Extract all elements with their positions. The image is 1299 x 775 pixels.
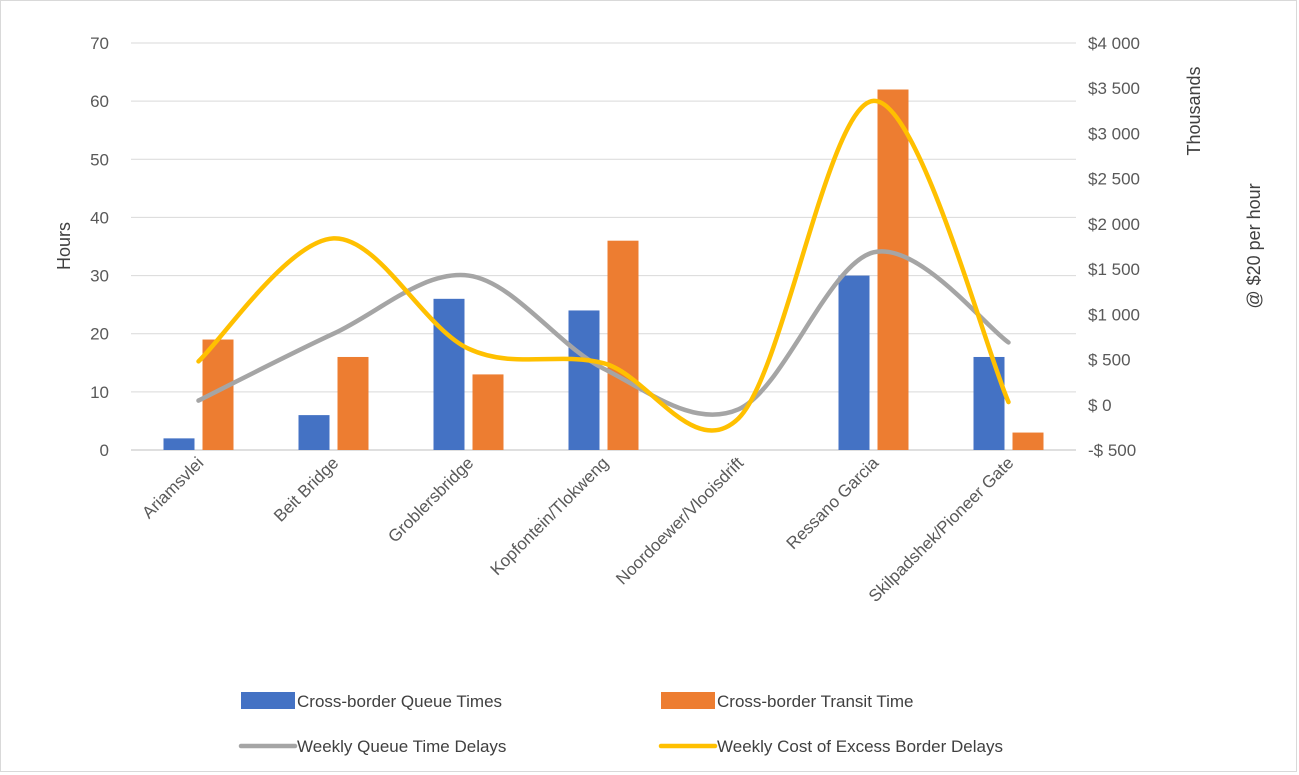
x-axis-labels: Ariamsvlei Beit Bridge Groblersbridge Kopfo…: [138, 453, 1017, 606]
legend-item: Cross-border Queue Times: [241, 692, 502, 711]
legend-swatch: [661, 692, 715, 709]
y-tick-label: 10: [90, 383, 109, 402]
y2-tick-label: $ 500: [1088, 351, 1131, 370]
y-tick-label: 70: [90, 34, 109, 53]
x-tick-label: Beit Bridge: [270, 453, 342, 525]
x-tick-label: Kopfontein/Tlokweng: [487, 453, 613, 579]
legend-item: Cross-border Transit Time: [661, 692, 914, 711]
bar: [877, 89, 909, 450]
bar: [298, 415, 330, 450]
bar: [1012, 432, 1044, 450]
y-tick-label: 0: [100, 441, 109, 460]
lines: [196, 98, 1011, 433]
bar: [433, 298, 465, 450]
y2-tick-label: $3 000: [1088, 124, 1140, 143]
bar: [838, 275, 870, 450]
x-tick-label: Ariamsvlei: [138, 453, 207, 522]
y2-tick-label: $2 000: [1088, 215, 1140, 234]
y-tick-label: 40: [90, 208, 109, 227]
y2-tick-label: $4 000: [1088, 34, 1140, 53]
legend-label: Weekly Cost of Excess Border Delays: [717, 737, 1003, 756]
series-line: [196, 98, 1011, 433]
x-tick-label: Groblersbridge: [384, 453, 477, 546]
legend-label: Weekly Queue Time Delays: [297, 737, 506, 756]
y-tick-label: 60: [90, 92, 109, 111]
y2-tick-label: $3 500: [1088, 79, 1140, 98]
y2-tick-label: $2 500: [1088, 170, 1140, 189]
bar: [607, 240, 639, 450]
bar: [163, 438, 195, 450]
y-tick-label: 30: [90, 267, 109, 286]
gridlines: [131, 42, 1076, 451]
y-tick-label: 50: [90, 150, 109, 169]
bar: [568, 310, 600, 450]
y2-axis-title: @ $20 per hour: [1244, 183, 1264, 308]
series-line: [196, 249, 1011, 417]
y2-tick-label: $1 000: [1088, 305, 1140, 324]
legend: Cross-border Queue Times Cross-border Tra…: [238, 692, 1003, 756]
y-tick-label: 20: [90, 325, 109, 344]
x-tick-label: Ressano Garcia: [783, 453, 883, 553]
legend-item: Weekly Queue Time Delays: [238, 737, 506, 756]
legend-label: Cross-border Transit Time: [717, 692, 914, 711]
bars: [163, 89, 1044, 450]
x-tick-label: Skilpadshek/Pioneer Gate: [865, 453, 1017, 605]
y2-tick-label: -$ 500: [1088, 441, 1136, 460]
y-axis-title: Hours: [54, 222, 74, 270]
bar: [472, 374, 504, 450]
y2-units-label: Thousands: [1184, 66, 1204, 155]
y2-tick-label: $ 0: [1088, 396, 1112, 415]
legend-label: Cross-border Queue Times: [297, 692, 502, 711]
bar: [337, 356, 369, 450]
legend-swatch: [241, 692, 295, 709]
bar: [973, 356, 1005, 450]
y2-tick-label: $1 500: [1088, 260, 1140, 279]
x-tick-label: Noordoewer/Vlooisdrift: [612, 453, 747, 588]
right-axis-ticks: -$ 500 $ 0 $ 500 $1 000 $1 500 $2 000 $2 500 $3…: [1088, 34, 1140, 460]
left-axis-ticks: 0 10 20 30 40 50 60 70: [90, 34, 109, 460]
legend-item: Weekly Cost of Excess Border Delays: [658, 737, 1003, 756]
